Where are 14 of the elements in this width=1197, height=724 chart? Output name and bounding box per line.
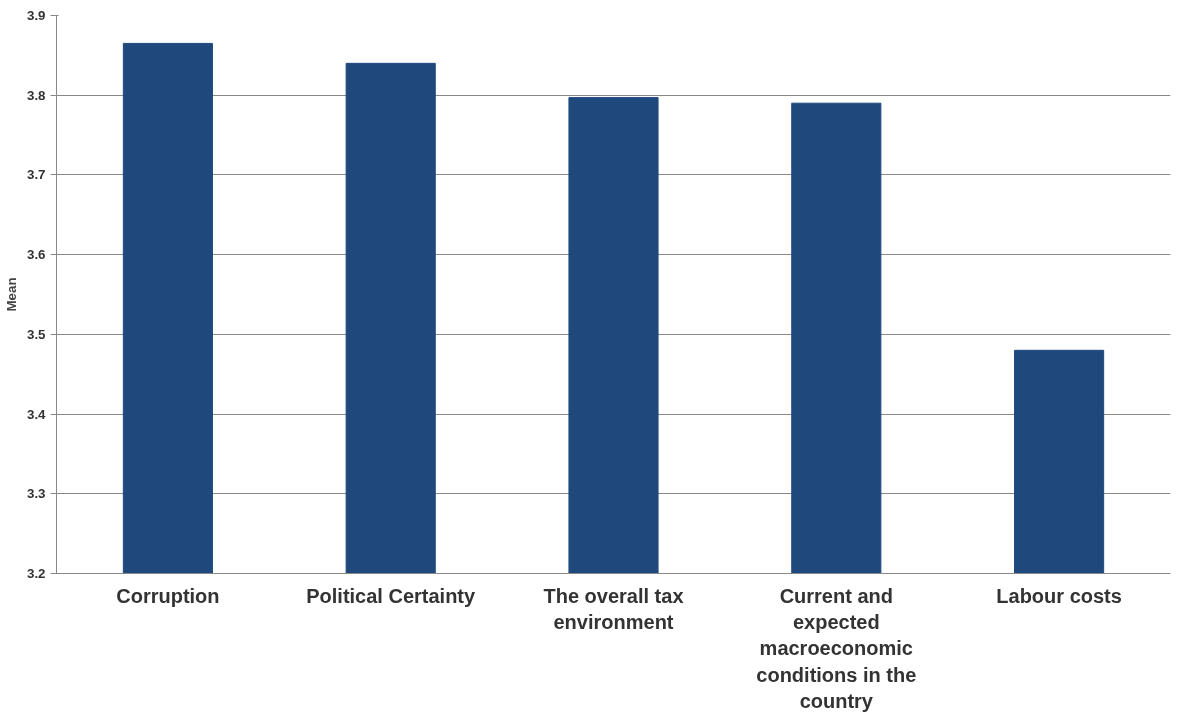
y-tick-label: 3.2 <box>26 566 46 581</box>
y-tick-label: 3.5 <box>26 326 47 342</box>
x-tick-label: Corruption <box>116 584 220 607</box>
y-tick-label: 3.4 <box>26 406 47 422</box>
x-tick-label: The overall tax environment <box>543 584 684 633</box>
x-tick-label: Political Certainty <box>306 584 477 607</box>
y-tick-label: 3.6 <box>26 247 46 263</box>
y-axis-title: Mean <box>3 277 19 312</box>
y-tick-label: 3.3 <box>26 486 46 502</box>
x-tick-label: Labour costs <box>996 584 1122 607</box>
y-tick-label: 3.8 <box>26 87 46 103</box>
y-tick-label: 3.9 <box>26 8 46 23</box>
y-tick-label: 3.7 <box>26 167 46 183</box>
x-tick-label: Current and expected macroeconomic conditions in the country <box>756 584 917 713</box>
